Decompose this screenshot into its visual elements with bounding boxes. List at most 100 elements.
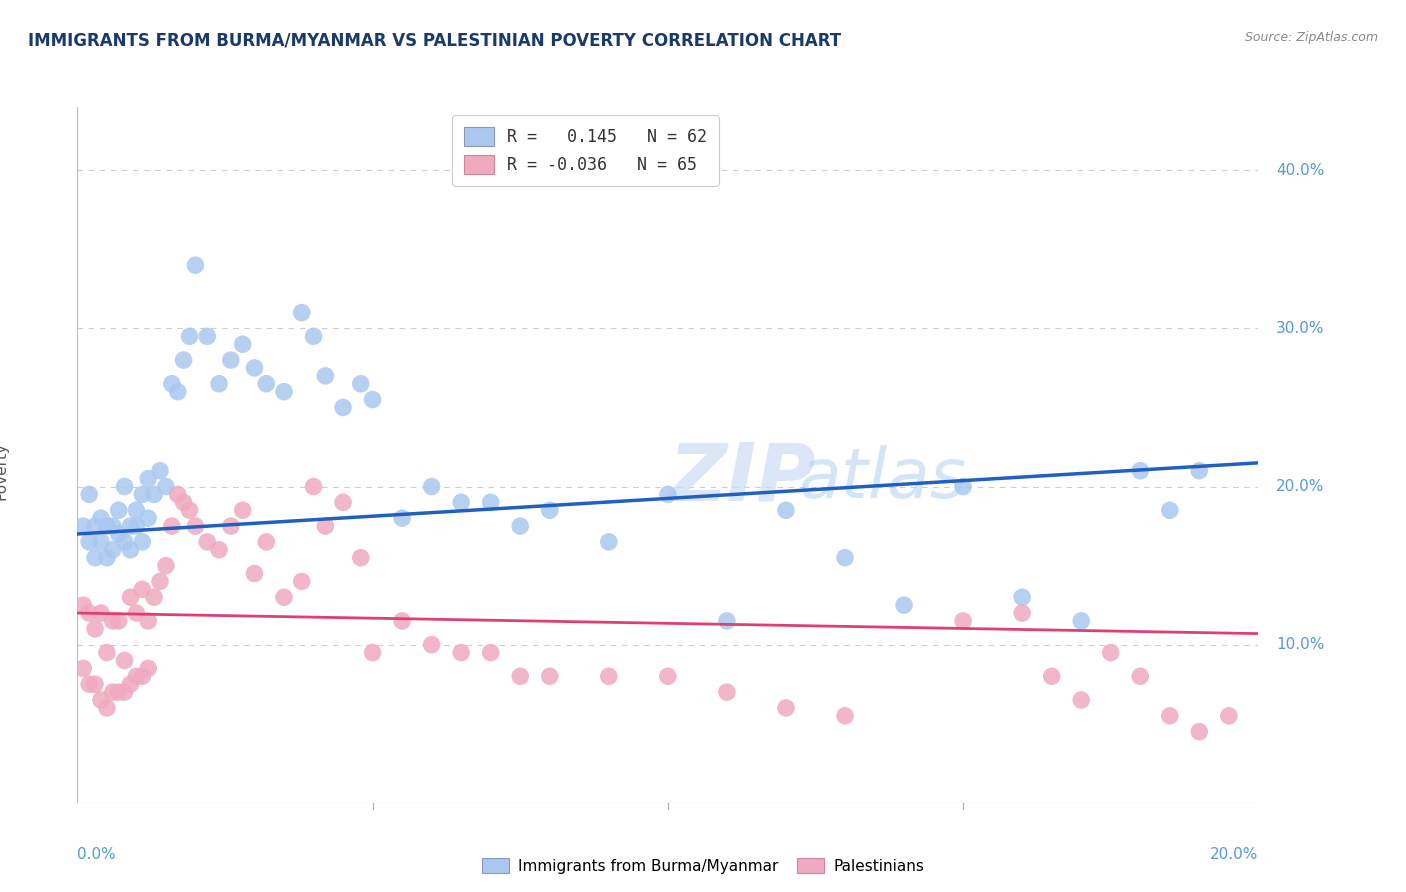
Point	[114, 534, 136, 549]
Point	[96, 519, 118, 533]
Point	[101, 519, 124, 533]
Point	[834, 550, 856, 565]
Point	[184, 519, 207, 533]
Point	[1188, 724, 1211, 739]
Point	[72, 598, 94, 612]
Point	[952, 479, 974, 493]
Point	[219, 353, 242, 368]
Point	[107, 503, 129, 517]
Point	[125, 606, 148, 620]
Point	[254, 376, 277, 391]
Point	[195, 534, 218, 549]
Point	[114, 479, 136, 493]
Point	[120, 519, 142, 533]
Point	[136, 614, 159, 628]
Point	[716, 614, 738, 628]
Point	[332, 401, 354, 415]
Point	[166, 384, 188, 399]
Point	[273, 591, 295, 605]
Point	[90, 693, 112, 707]
Point	[72, 661, 94, 675]
Point	[775, 503, 797, 517]
Point	[302, 479, 325, 493]
Point	[131, 582, 153, 597]
Point	[131, 487, 153, 501]
Point	[314, 519, 336, 533]
Point	[107, 614, 129, 628]
Point	[96, 646, 118, 660]
Point	[149, 464, 172, 478]
Point	[1129, 464, 1152, 478]
Text: 30.0%: 30.0%	[1277, 321, 1324, 336]
Point	[143, 487, 166, 501]
Point	[125, 503, 148, 517]
Point	[90, 511, 112, 525]
Point	[166, 487, 188, 501]
Point	[131, 534, 153, 549]
Point	[107, 527, 129, 541]
Point	[208, 542, 231, 557]
Point	[1070, 693, 1092, 707]
Point	[361, 646, 384, 660]
Text: 0.0%: 0.0%	[77, 847, 117, 862]
Text: 20.0%: 20.0%	[1211, 847, 1258, 862]
Point	[450, 646, 472, 660]
Point	[101, 685, 124, 699]
Point	[96, 550, 118, 565]
Point	[509, 519, 531, 533]
Text: Source: ZipAtlas.com: Source: ZipAtlas.com	[1244, 31, 1378, 45]
Point	[1099, 646, 1122, 660]
Legend: Immigrants from Burma/Myanmar, Palestinians: Immigrants from Burma/Myanmar, Palestini…	[475, 852, 931, 880]
Point	[219, 519, 242, 533]
Point	[775, 701, 797, 715]
Text: 40.0%: 40.0%	[1277, 163, 1324, 178]
Point	[101, 542, 124, 557]
Legend: R =   0.145   N = 62, R = -0.036   N = 65: R = 0.145 N = 62, R = -0.036 N = 65	[451, 115, 718, 186]
Point	[77, 487, 100, 501]
Point	[538, 669, 561, 683]
Point	[136, 511, 159, 525]
Text: ZIP: ZIP	[668, 440, 815, 517]
Point	[160, 376, 183, 391]
Point	[291, 574, 314, 589]
Point	[173, 353, 195, 368]
Point	[834, 708, 856, 723]
Text: atlas: atlas	[797, 445, 966, 512]
Point	[179, 329, 201, 343]
Text: 20.0%: 20.0%	[1277, 479, 1324, 494]
Point	[101, 614, 124, 628]
Point	[77, 606, 100, 620]
Point	[254, 534, 277, 549]
Point	[657, 669, 679, 683]
Point	[302, 329, 325, 343]
Point	[107, 685, 129, 699]
Point	[208, 376, 231, 391]
Point	[114, 653, 136, 667]
Point	[149, 574, 172, 589]
Point	[243, 566, 266, 581]
Point	[716, 685, 738, 699]
Point	[350, 376, 373, 391]
Point	[125, 519, 148, 533]
Point	[420, 479, 443, 493]
Point	[84, 519, 107, 533]
Text: Poverty: Poverty	[0, 442, 8, 500]
Point	[136, 472, 159, 486]
Point	[125, 669, 148, 683]
Point	[1159, 503, 1181, 517]
Point	[1040, 669, 1063, 683]
Point	[314, 368, 336, 383]
Point	[1070, 614, 1092, 628]
Point	[1218, 708, 1240, 723]
Point	[114, 685, 136, 699]
Point	[1011, 606, 1033, 620]
Point	[155, 558, 177, 573]
Point	[184, 258, 207, 272]
Point	[1188, 464, 1211, 478]
Text: 10.0%: 10.0%	[1277, 637, 1324, 652]
Point	[90, 606, 112, 620]
Point	[160, 519, 183, 533]
Point	[120, 591, 142, 605]
Point	[173, 495, 195, 509]
Text: IMMIGRANTS FROM BURMA/MYANMAR VS PALESTINIAN POVERTY CORRELATION CHART: IMMIGRANTS FROM BURMA/MYANMAR VS PALESTI…	[28, 31, 841, 49]
